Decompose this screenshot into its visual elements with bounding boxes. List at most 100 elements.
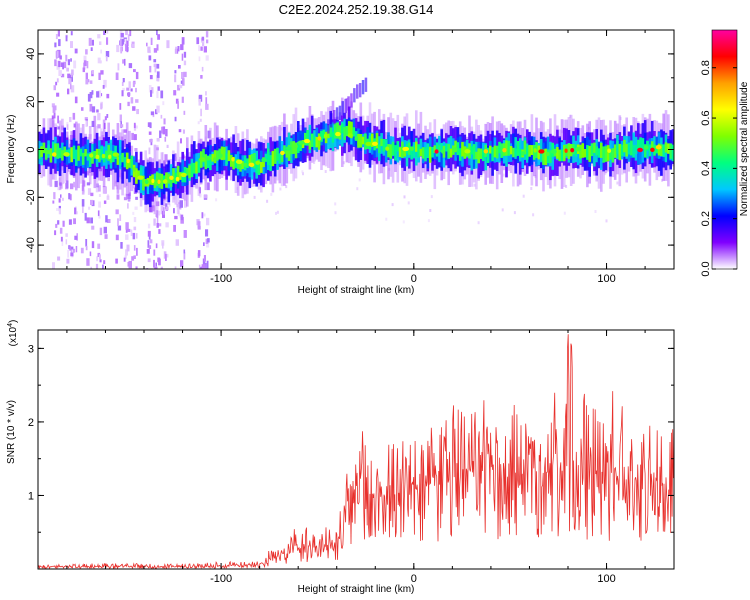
heatmap-cell bbox=[90, 217, 93, 224]
heatmap-cell bbox=[75, 211, 78, 215]
heatmap-cell bbox=[127, 193, 131, 202]
heatmap-cell bbox=[147, 122, 151, 127]
heatmap-cell bbox=[91, 106, 96, 113]
heatmap-cell bbox=[211, 153, 215, 162]
heatmap-cell bbox=[62, 63, 64, 70]
heatmap-peak bbox=[354, 136, 359, 141]
heatmap-cell bbox=[59, 55, 62, 60]
heatmap-cell bbox=[338, 105, 342, 120]
snr-ticks: -100 0 100 1 2 3 bbox=[28, 330, 674, 585]
heatmap-cell bbox=[157, 34, 160, 40]
heatmap-cell bbox=[173, 90, 177, 96]
heatmap-cell bbox=[115, 234, 119, 241]
heatmap-cell bbox=[148, 147, 151, 155]
heatmap-cell bbox=[427, 219, 430, 223]
heatmap-cell bbox=[544, 148, 548, 166]
heatmap-cell bbox=[124, 58, 126, 66]
heatmap-cell bbox=[146, 42, 148, 47]
heatmap-cell bbox=[85, 120, 88, 127]
heatmap-cell bbox=[327, 119, 330, 134]
heatmap-cell bbox=[201, 212, 204, 219]
heatmap-cell bbox=[330, 113, 333, 128]
heatmap-cell bbox=[190, 163, 194, 178]
heatmap-cell bbox=[620, 144, 624, 157]
heatmap-cell bbox=[61, 197, 64, 201]
heatmap-cell bbox=[660, 144, 663, 156]
heatmap-cell bbox=[410, 131, 413, 160]
heatmap-cell bbox=[128, 81, 131, 89]
heatmap-cell bbox=[627, 142, 631, 155]
heatmap-cell bbox=[350, 121, 353, 139]
heatmap-cell bbox=[430, 195, 433, 199]
snr-plot-area bbox=[38, 330, 674, 569]
heatmap-cell bbox=[236, 158, 240, 169]
heatmap-cell bbox=[505, 140, 508, 156]
heatmap-cell bbox=[669, 143, 672, 159]
heatmap-cell bbox=[73, 181, 75, 188]
heatmap-peak bbox=[372, 141, 378, 146]
heatmap-cell bbox=[308, 140, 312, 150]
heatmap-cell bbox=[67, 73, 71, 79]
heatmap-cell bbox=[54, 42, 57, 48]
heatmap-cell bbox=[176, 204, 180, 208]
heatmap-cell bbox=[60, 73, 65, 78]
heatmap-cell bbox=[177, 46, 180, 52]
heatmap-cell bbox=[173, 225, 176, 232]
heatmap-cell bbox=[174, 153, 177, 161]
heatmap-cell bbox=[593, 144, 596, 167]
heatmap-cell bbox=[356, 187, 359, 191]
heatmap-cell bbox=[283, 145, 286, 154]
heatmap-cell bbox=[380, 138, 383, 147]
heatmap-cell bbox=[115, 209, 119, 215]
heatmap-cell bbox=[90, 266, 92, 269]
heatmap-cell bbox=[120, 32, 124, 38]
heatmap-cell bbox=[264, 151, 268, 174]
heatmap-cell bbox=[74, 207, 77, 215]
heatmap-cell bbox=[147, 223, 151, 229]
heatmap-cell bbox=[106, 114, 109, 118]
heatmap-cell bbox=[137, 170, 140, 180]
heatmap-cell bbox=[181, 72, 185, 79]
heatmap-cell bbox=[197, 250, 201, 257]
heatmap-cell bbox=[176, 165, 180, 182]
heatmap-cell bbox=[96, 256, 98, 262]
heatmap-cell bbox=[104, 234, 108, 239]
heatmap-cell bbox=[91, 151, 94, 164]
heatmap-cell bbox=[366, 127, 369, 148]
figure-title: C2E2.2024.252.19.38.G14 bbox=[279, 2, 434, 17]
heatmap-peak bbox=[550, 149, 557, 154]
heatmap-peak bbox=[235, 159, 243, 164]
heatmap-peak bbox=[452, 147, 458, 152]
heatmap-cell bbox=[125, 249, 128, 256]
heatmap-cell bbox=[56, 92, 60, 97]
heatmap-cell bbox=[135, 233, 138, 239]
heatmap-cell bbox=[445, 143, 448, 152]
heatmap-cell bbox=[618, 143, 622, 161]
snr-multiplier-close: ) bbox=[8, 320, 19, 323]
heatmap-cell bbox=[207, 130, 211, 139]
heatmap-cell bbox=[99, 259, 102, 263]
heatmap-cell bbox=[115, 72, 119, 80]
heatmap-cell bbox=[498, 141, 501, 154]
heatmap-peak bbox=[502, 148, 507, 153]
heatmap-cell bbox=[105, 150, 108, 159]
heatmap-cell bbox=[193, 162, 196, 174]
heatmap-cell bbox=[69, 143, 72, 150]
heatmap-cell bbox=[157, 210, 160, 216]
heatmap-cell bbox=[158, 229, 161, 234]
heatmap-cell bbox=[358, 83, 362, 98]
heatmap-cell bbox=[88, 153, 92, 168]
heatmap-cell bbox=[174, 116, 177, 122]
heatmap-cell bbox=[204, 136, 207, 140]
heatmap-cell bbox=[178, 65, 181, 69]
heatmap-cell bbox=[590, 143, 594, 157]
snr-multiplier-base: (x10 bbox=[8, 326, 19, 346]
heatmap-cell bbox=[83, 60, 87, 66]
heatmap-cell bbox=[522, 194, 525, 198]
heatmap-cell bbox=[530, 145, 534, 155]
heatmap-cell bbox=[59, 182, 62, 186]
heatmap-cell bbox=[118, 136, 121, 141]
heatmap-cell bbox=[136, 247, 138, 256]
heatmap-peak bbox=[564, 148, 568, 153]
heatmap-cell bbox=[248, 155, 252, 167]
